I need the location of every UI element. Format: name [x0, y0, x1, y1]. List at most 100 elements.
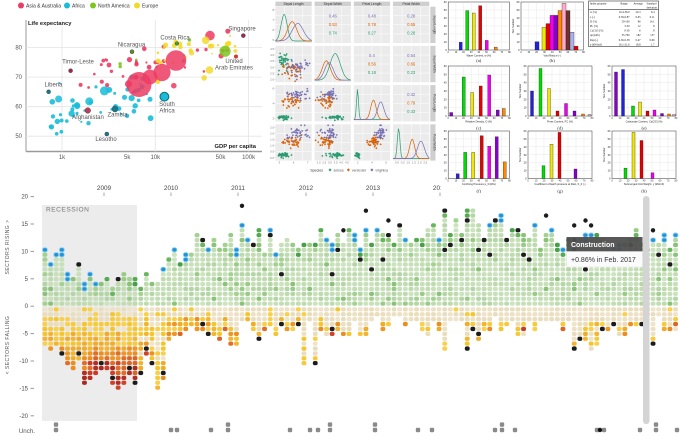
- svg-text:0.74: 0.74: [329, 31, 338, 36]
- svg-text:4: 4: [371, 161, 373, 165]
- svg-text:60: 60: [524, 129, 527, 133]
- svg-text:Sepal Length: Sepal Length: [284, 2, 304, 6]
- svg-text:Sepal Length: Sepal Length: [433, 15, 437, 34]
- svg-text:0: 0: [611, 117, 613, 120]
- svg-text:6: 6: [272, 86, 274, 90]
- svg-text:Life expectancy: Life expectancy: [28, 21, 72, 27]
- svg-text:1.0: 1.0: [270, 144, 274, 148]
- svg-text:0: 0: [525, 177, 527, 181]
- svg-text:Sepal Width: Sepal Width: [324, 2, 342, 6]
- svg-text:Arab Emirates: Arab Emirates: [215, 66, 253, 72]
- svg-text:Petal Width: Petal Width: [403, 2, 420, 6]
- svg-text:4.5: 4.5: [270, 47, 274, 51]
- svg-text:7: 7: [272, 18, 274, 22]
- svg-text:60: 60: [444, 64, 447, 68]
- svg-text:(a): (a): [476, 58, 482, 63]
- svg-text:50: 50: [567, 117, 570, 120]
- svg-text:10: 10: [524, 169, 527, 173]
- svg-text:40: 40: [524, 81, 527, 85]
- svg-text:versicolor: versicolor: [352, 168, 367, 172]
- svg-text:60: 60: [15, 105, 22, 111]
- svg-text:Liberia: Liberia: [44, 83, 63, 89]
- svg-text:7: 7: [307, 161, 309, 165]
- svg-text:Nicaragua: Nicaragua: [118, 43, 146, 49]
- svg-text:70: 70: [583, 180, 586, 183]
- svg-text:6: 6: [639, 30, 641, 33]
- svg-text:50: 50: [444, 72, 447, 76]
- svg-text:20: 20: [535, 51, 538, 54]
- svg-text:w (%): w (%): [590, 11, 597, 14]
- svg-text:Sepal Width: Sepal Width: [433, 55, 437, 72]
- svg-text:40: 40: [444, 145, 447, 149]
- svg-text:40: 40: [477, 180, 480, 183]
- svg-text:Petal Length: Petal Length: [433, 94, 437, 112]
- svg-text:30: 30: [470, 117, 473, 120]
- svg-text:0.65: 0.65: [636, 16, 641, 19]
- svg-text:Timor-Leste: Timor-Leste: [62, 60, 94, 66]
- svg-text:40: 40: [559, 117, 562, 120]
- svg-text:e (-): e (-): [590, 16, 595, 19]
- svg-text:20: 20: [608, 97, 611, 101]
- svg-text:20: 20: [608, 161, 611, 165]
- svg-text:30: 30: [543, 51, 546, 54]
- svg-text:50: 50: [517, 8, 520, 12]
- svg-text:40: 40: [524, 145, 527, 149]
- svg-text:70: 70: [15, 75, 22, 81]
- svg-text:30: 30: [551, 117, 554, 120]
- svg-text:0: 0: [518, 48, 520, 52]
- svg-text:Test Number: Test Number: [511, 19, 515, 34]
- svg-text:20: 20: [21, 195, 28, 201]
- svg-text:10: 10: [444, 40, 447, 44]
- svg-text:South: South: [159, 102, 175, 108]
- svg-text:40: 40: [608, 145, 611, 149]
- svg-text:50: 50: [651, 180, 654, 183]
- svg-text:60: 60: [444, 129, 447, 133]
- svg-text:-5: -5: [23, 332, 29, 338]
- svg-text:0: 0: [448, 51, 450, 54]
- svg-text:Index property: Index property: [590, 3, 607, 6]
- svg-text:Singapore: Singapore: [228, 27, 256, 33]
- svg-text:40: 40: [444, 81, 447, 85]
- svg-text:Europe: Europe: [142, 3, 158, 9]
- svg-text:Unch.: Unch.: [19, 428, 35, 435]
- svg-text:40: 40: [643, 117, 646, 120]
- svg-text:Relative Density, D (%): Relative Density, D (%): [465, 120, 492, 124]
- svg-text:60: 60: [567, 51, 570, 54]
- svg-text:10: 10: [455, 51, 458, 54]
- svg-text:60: 60: [659, 117, 662, 120]
- svg-text:0: 0: [445, 177, 447, 181]
- svg-text:0: 0: [609, 177, 611, 181]
- svg-text:30: 30: [608, 153, 611, 157]
- svg-text:Confining Pressure,s_3 (kPa): Confining Pressure,s_3 (kPa): [462, 182, 496, 186]
- svg-text:10: 10: [619, 180, 622, 183]
- svg-text:40: 40: [608, 81, 611, 85]
- svg-text:30: 30: [470, 180, 473, 183]
- svg-text:20: 20: [627, 180, 630, 183]
- svg-text:Water Content, w (%): Water Content, w (%): [466, 54, 491, 58]
- svg-text:1.0: 1.0: [406, 161, 410, 165]
- svg-text:3.0: 3.0: [328, 161, 332, 165]
- svg-text:80: 80: [591, 117, 594, 120]
- svg-text:6: 6: [293, 161, 295, 165]
- svg-text:80: 80: [508, 180, 511, 183]
- svg-text:Coefficient of Earth pressure: Coefficient of Earth pressure at Rest, K…: [534, 182, 585, 186]
- svg-text:PL (%): PL (%): [590, 25, 598, 28]
- svg-text:60: 60: [524, 64, 527, 68]
- svg-text:y (kN/m3): y (kN/m3): [590, 43, 602, 46]
- svg-text:2.0: 2.0: [270, 132, 274, 136]
- svg-text:30: 30: [635, 180, 638, 183]
- svg-text:86: 86: [638, 20, 641, 23]
- svg-text:deviation: deviation: [647, 6, 658, 9]
- svg-text:30: 30: [444, 89, 447, 93]
- svg-text:Range: Range: [621, 3, 629, 6]
- svg-text:3.0: 3.0: [270, 65, 274, 69]
- svg-text:20: 20: [627, 117, 630, 120]
- svg-text:0.0: 0.0: [395, 161, 399, 165]
- svg-text:-10: -10: [19, 359, 28, 365]
- svg-text:60: 60: [608, 64, 611, 68]
- svg-text:70: 70: [500, 180, 503, 183]
- svg-text:30: 30: [524, 89, 527, 93]
- svg-text:4.5: 4.5: [345, 161, 349, 165]
- svg-text:80: 80: [582, 51, 585, 54]
- svg-text:6.4: 6.4: [651, 11, 655, 14]
